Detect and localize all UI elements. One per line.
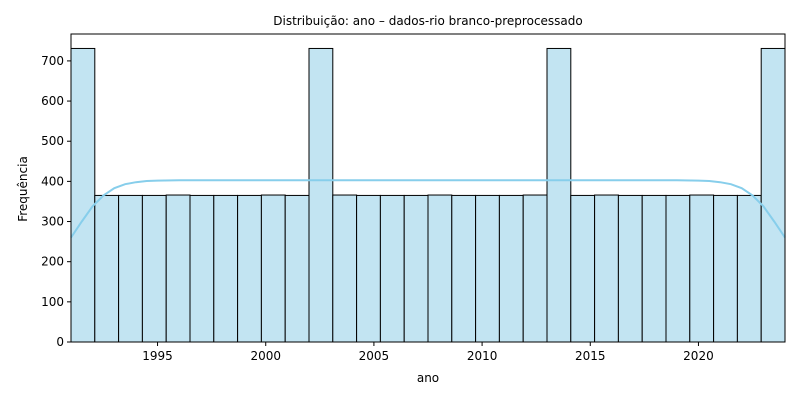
histogram-bar (356, 194, 381, 343)
histogram-bar (760, 47, 786, 343)
chart-title: Distribuição: ano – dados-rio branco-pre… (273, 14, 582, 28)
histogram-bar (379, 194, 405, 343)
plot-frame (70, 33, 786, 343)
histogram-bar (617, 194, 643, 343)
histogram-bar (141, 194, 167, 343)
y-tick-label: 100 (41, 295, 64, 309)
y-tick-label: 700 (41, 54, 64, 68)
x-tick-label: 2020 (683, 349, 714, 363)
x-tick-label: 2005 (359, 349, 390, 363)
y-tick-label: 500 (41, 134, 64, 148)
axes-group: 1995 2000 2005 2010 2015 2020 0 100 200 300 400 500… (41, 33, 786, 363)
histogram-bar (498, 194, 524, 343)
y-tick-label: 300 (41, 215, 64, 229)
histogram-bar (165, 194, 191, 343)
histogram-bar (308, 47, 334, 343)
histogram-bar (427, 194, 453, 343)
histogram-bar (546, 47, 572, 343)
histogram-bar (213, 194, 239, 343)
histogram-bar (284, 194, 310, 343)
x-axis-label: ano (417, 371, 439, 385)
kde-group (70, 179, 786, 239)
histogram-bar (665, 194, 691, 343)
x-tick-label: 1995 (142, 349, 173, 363)
kde-line (70, 179, 786, 239)
bars-group (70, 47, 786, 343)
histogram-bar (189, 194, 215, 343)
histogram-bar (332, 194, 358, 343)
y-tick-label: 600 (41, 94, 64, 108)
histogram-bar (594, 194, 619, 343)
histogram-bar (237, 194, 262, 343)
x-tick-label: 2010 (467, 349, 498, 363)
x-tick-label: 2000 (250, 349, 281, 363)
histogram-bar (689, 194, 715, 343)
histogram-bar (713, 194, 738, 343)
histogram-bar (118, 194, 143, 343)
histogram-bar (522, 194, 548, 343)
histogram-bar (403, 194, 429, 343)
histogram-bar (70, 47, 96, 343)
histogram-bar (94, 194, 120, 343)
histogram-bar (475, 194, 500, 343)
y-axis-label: Frequência (16, 156, 30, 222)
histogram-bar (451, 194, 477, 343)
histogram-bar (736, 194, 762, 343)
y-tick-label: 0 (56, 335, 64, 349)
histogram-bar (641, 194, 667, 343)
histogram-bar (570, 194, 596, 343)
y-tick-label: 200 (41, 255, 64, 269)
x-tick-label: 2015 (575, 349, 606, 363)
y-tick-label: 400 (41, 174, 64, 188)
histogram-bar (260, 194, 286, 343)
